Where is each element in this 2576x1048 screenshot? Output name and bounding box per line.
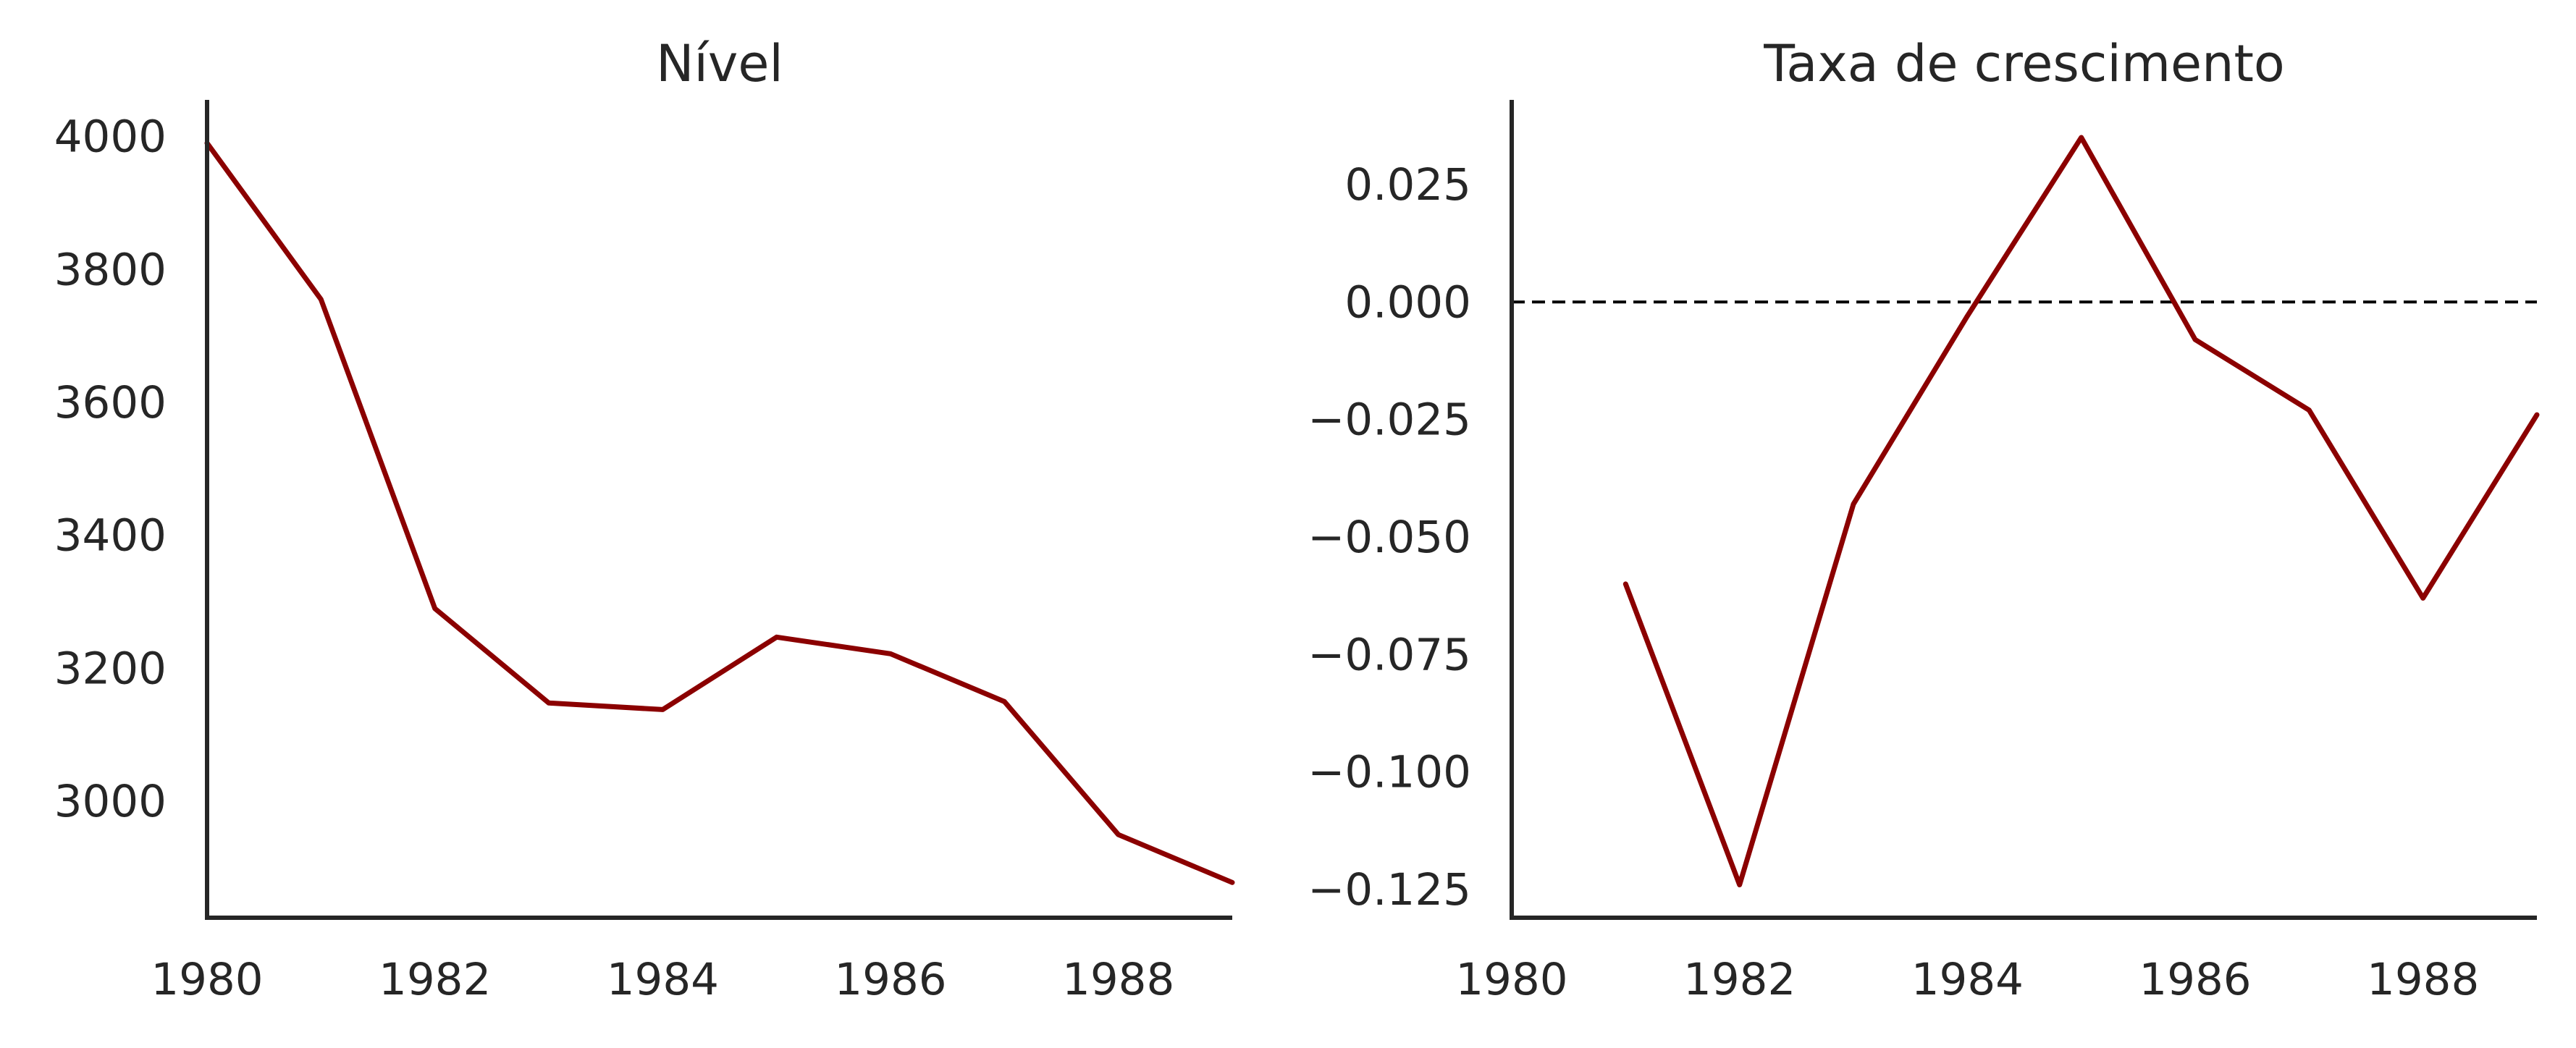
chart-title: Nível [656,34,783,93]
x-tick-label: 1988 [1062,954,1174,1005]
y-tick-label: 3600 [54,377,167,428]
y-tick-label: −0.075 [1308,629,1471,680]
y-tick-label: −0.125 [1308,864,1471,916]
y-tick-label: 3200 [54,643,167,694]
x-tick-label: 1980 [151,954,263,1005]
x-tick-label: 1986 [2139,954,2251,1005]
x-tick-label: 1984 [607,954,719,1005]
y-tick-label: 3800 [54,244,167,295]
chart-growth-rate: Taxa de crescimento 0.025 0.000 −0.025 −0.05… [1308,34,2540,1005]
y-tick-label: −0.025 [1308,394,1471,446]
y-tick-label: −0.050 [1308,512,1471,563]
x-tick-label: 1988 [2367,954,2479,1005]
series-line [204,140,1235,885]
y-tick-label: 3400 [54,510,167,562]
y-tick-label: −0.100 [1308,747,1471,798]
series-line [1622,135,2540,887]
chart-title: Taxa de crescimento [1763,34,2284,93]
y-tick-label: 3000 [54,776,167,827]
x-tick-label: 1986 [834,954,946,1005]
y-tick-label: 4000 [54,111,167,163]
x-tick-label: 1984 [1911,954,2024,1005]
y-tick-label: 0.025 [1344,159,1471,211]
x-tick-label: 1982 [379,954,491,1005]
x-tick-label: 1982 [1683,954,1796,1005]
y-tick-label: 0.000 [1344,276,1471,328]
chart-level: Nível 3000 3200 3400 3600 3800 4000 1980 1982 198… [54,34,1235,1005]
x-tick-label: 1980 [1455,954,1567,1005]
